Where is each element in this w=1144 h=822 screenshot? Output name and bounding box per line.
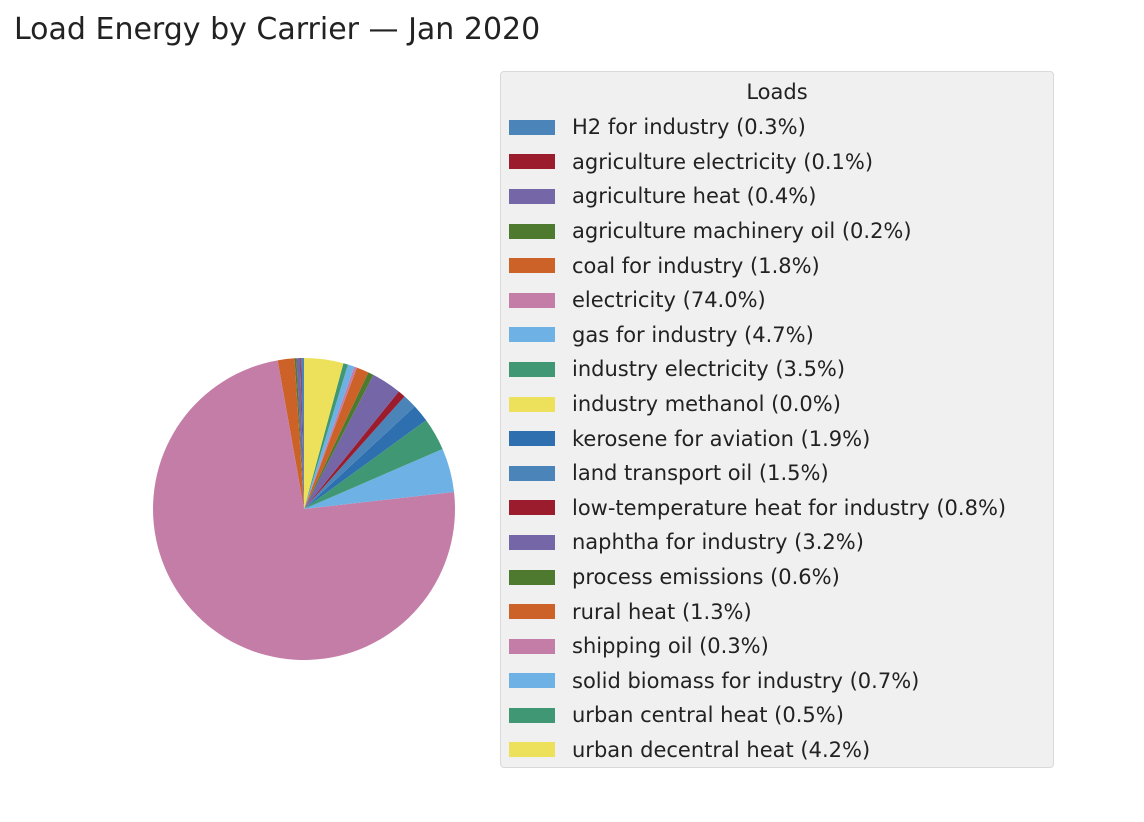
legend-entry: urban decentral heat (4.2%) [509,733,1006,768]
pie-slice [301,358,304,509]
legend-swatch [509,673,555,689]
legend-entry: agriculture electricity (0.1%) [509,145,1006,180]
pie-slice [304,396,415,509]
legend-label: industry methanol (0.0%) [572,392,841,417]
legend: Loads H2 for industry (0.3%) agriculture … [500,71,1054,768]
legend-swatch [509,188,555,204]
legend-label: low-temperature heat for industry (0.8%) [572,495,1007,520]
pie-slice [296,358,304,509]
legend-swatch [509,638,555,654]
legend-swatch [509,534,555,550]
legend-label: process emissions (0.6%) [572,565,840,590]
legend-swatch [509,258,555,274]
legend-label: agriculture heat (0.4%) [572,184,817,209]
legend-swatch [509,500,555,516]
legend-entry: urban central heat (0.5%) [509,698,1006,733]
pie-slice [304,366,357,509]
legend-label: industry electricity (3.5%) [572,357,846,382]
pie-slice [300,358,304,509]
legend-entry: electricity (74.0%) [509,283,1006,318]
legend-label: kerosene for aviation (1.9%) [572,426,871,451]
legend-entry: land transport oil (1.5%) [509,456,1006,491]
legend-entry: rural heat (1.3%) [509,594,1006,629]
legend-label: naphtha for industry (3.2%) [572,530,864,555]
legend-label: agriculture electricity (0.1%) [572,149,874,174]
legend-swatch [509,569,555,585]
legend-entry: solid biomass for industry (0.7%) [509,664,1006,699]
legend-label: gas for industry (4.7%) [572,322,814,347]
legend-swatch [509,154,555,170]
pie-slice [304,363,348,509]
legend-label: shipping oil (0.3%) [572,634,769,659]
legend-entry: agriculture machinery oil (0.2%) [509,214,1006,249]
legend-swatch [509,604,555,620]
legend-swatch [509,361,555,377]
pie-slice [304,358,344,509]
pie-slice [304,449,455,509]
legend-label: H2 for industry (0.3%) [572,115,806,140]
legend-entry: agriculture heat (0.4%) [509,179,1006,214]
legend-entry: industry methanol (0.0%) [509,387,1006,422]
legend-list: H2 for industry (0.3%) agriculture electr… [509,110,1006,767]
legend-entry: H2 for industry (0.3%) [509,110,1006,145]
pie-slice [304,391,405,509]
legend-entry: gas for industry (4.7%) [509,318,1006,353]
pie-slice [304,374,399,509]
legend-swatch [509,742,555,758]
legend-label: urban decentral heat (4.2%) [572,737,871,762]
legend-label: rural heat (1.3%) [572,599,752,624]
legend-label: electricity (74.0%) [572,288,766,313]
pie-slice [153,360,456,660]
legend-entry: low-temperature heat for industry (0.8%) [509,491,1006,526]
legend-swatch [509,707,555,723]
pie-chart [153,358,456,660]
legend-entry: naphtha for industry (3.2%) [509,525,1006,560]
legend-entry: shipping oil (0.3%) [509,629,1006,664]
legend-entry: kerosene for aviation (1.9%) [509,421,1006,456]
legend-entry: process emissions (0.6%) [509,560,1006,595]
pie-slice [304,420,443,509]
legend-label: solid biomass for industry (0.7%) [572,668,920,693]
legend-swatch [509,292,555,308]
pie-slice [304,367,369,509]
legend-entry: industry electricity (3.5%) [509,352,1006,387]
legend-swatch [509,223,555,239]
legend-swatch [509,465,555,481]
pie-slice [304,372,374,509]
legend-label: urban central heat (0.5%) [572,703,844,728]
legend-swatch [509,396,555,412]
pie-slice [294,358,304,509]
legend-swatch [509,327,555,343]
legend-swatch [509,119,555,135]
legend-label: agriculture machinery oil (0.2%) [572,219,912,244]
chart-title: Load Energy by Carrier — Jan 2020 [14,12,541,47]
legend-entry: coal for industry (1.8%) [509,248,1006,283]
legend-label: land transport oil (1.5%) [572,461,829,486]
legend-swatch [509,431,555,447]
pie-slice [277,358,304,509]
legend-title: Loads [746,80,808,104]
legend-label: coal for industry (1.8%) [572,253,820,278]
pie-slice [304,364,355,509]
pie-slice [304,406,427,509]
